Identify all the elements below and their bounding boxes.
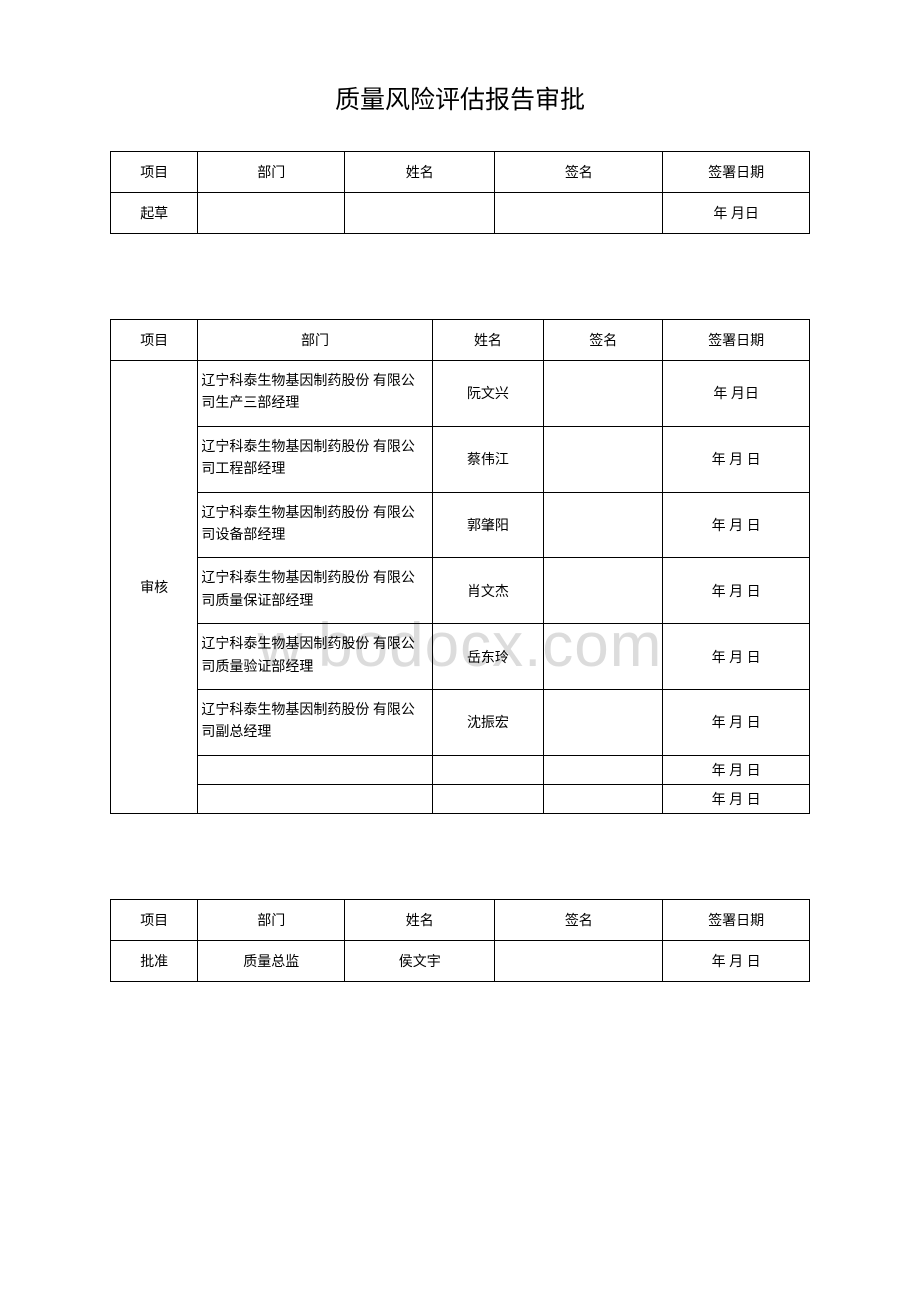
- table-row: 起草 年 月日: [111, 193, 810, 234]
- header-signature: 签名: [495, 152, 663, 193]
- draft-label: 起草: [111, 193, 198, 234]
- header-project: 项目: [111, 320, 198, 361]
- approve-name-cell: 侯文宇: [345, 940, 495, 981]
- review-date-cell: 年 月 日: [663, 784, 810, 813]
- table-header-row: 项目 部门 姓名 签名 签署日期: [111, 899, 810, 940]
- header-signature: 签名: [544, 320, 663, 361]
- draft-dept-cell: [198, 193, 345, 234]
- header-sign-date: 签署日期: [663, 320, 810, 361]
- review-dept-cell: [198, 784, 432, 813]
- page-title: 质量风险评估报告审批: [110, 80, 810, 116]
- review-signature-cell: [544, 784, 663, 813]
- draft-table: 项目 部门 姓名 签名 签署日期 起草 年 月日: [110, 151, 810, 234]
- draft-date-cell: 年 月日: [663, 193, 810, 234]
- header-name: 姓名: [345, 152, 495, 193]
- review-date-cell: 年 月 日: [663, 755, 810, 784]
- draft-signature-cell: [495, 193, 663, 234]
- table-row: 辽宁科泰生物基因制药股份 有限公司设备部经理 郭肇阳 年 月 日: [111, 492, 810, 558]
- review-name-cell: [432, 755, 544, 784]
- approve-signature-cell: [495, 940, 663, 981]
- table-row: 辽宁科泰生物基因制药股份 有限公司副总经理 沈振宏 年 月 日: [111, 689, 810, 755]
- review-signature-cell: [544, 426, 663, 492]
- review-dept-cell: 辽宁科泰生物基因制药股份 有限公司副总经理: [198, 689, 432, 755]
- review-signature-cell: [544, 492, 663, 558]
- header-sign-date: 签署日期: [663, 152, 810, 193]
- header-name: 姓名: [432, 320, 544, 361]
- header-signature: 签名: [495, 899, 663, 940]
- header-name: 姓名: [345, 899, 495, 940]
- table-header-row: 项目 部门 姓名 签名 签署日期: [111, 152, 810, 193]
- review-dept-cell: 辽宁科泰生物基因制药股份 有限公司设备部经理: [198, 492, 432, 558]
- draft-name-cell: [345, 193, 495, 234]
- table-row: 批准 质量总监 侯文宇 年 月 日: [111, 940, 810, 981]
- review-date-cell: 年 月 日: [663, 689, 810, 755]
- review-dept-cell: 辽宁科泰生物基因制药股份 有限公司工程部经理: [198, 426, 432, 492]
- review-name-cell: 岳东玲: [432, 624, 544, 690]
- review-date-cell: 年 月 日: [663, 492, 810, 558]
- review-signature-cell: [544, 689, 663, 755]
- header-department: 部门: [198, 899, 345, 940]
- review-name-cell: 沈振宏: [432, 689, 544, 755]
- header-department: 部门: [198, 152, 345, 193]
- review-dept-cell: [198, 755, 432, 784]
- table-row: 年 月 日: [111, 755, 810, 784]
- review-dept-cell: 辽宁科泰生物基因制药股份 有限公司质量验证部经理: [198, 624, 432, 690]
- review-signature-cell: [544, 755, 663, 784]
- header-project: 项目: [111, 899, 198, 940]
- review-date-cell: 年 月 日: [663, 558, 810, 624]
- review-signature-cell: [544, 624, 663, 690]
- header-sign-date: 签署日期: [663, 899, 810, 940]
- review-dept-cell: 辽宁科泰生物基因制药股份 有限公司生产三部经理: [198, 361, 432, 427]
- approve-date-cell: 年 月 日: [663, 940, 810, 981]
- review-name-cell: 阮文兴: [432, 361, 544, 427]
- table-row: 辽宁科泰生物基因制药股份 有限公司工程部经理 蔡伟江 年 月 日: [111, 426, 810, 492]
- table-row: 辽宁科泰生物基因制药股份 有限公司质量保证部经理 肖文杰 年 月 日: [111, 558, 810, 624]
- review-date-cell: 年 月 日: [663, 624, 810, 690]
- approve-label: 批准: [111, 940, 198, 981]
- review-name-cell: 蔡伟江: [432, 426, 544, 492]
- review-name-cell: 郭肇阳: [432, 492, 544, 558]
- header-department: 部门: [198, 320, 432, 361]
- table-row: 辽宁科泰生物基因制药股份 有限公司质量验证部经理 岳东玲 年 月 日: [111, 624, 810, 690]
- header-project: 项目: [111, 152, 198, 193]
- approve-dept-cell: 质量总监: [198, 940, 345, 981]
- review-dept-cell: 辽宁科泰生物基因制药股份 有限公司质量保证部经理: [198, 558, 432, 624]
- review-name-cell: 肖文杰: [432, 558, 544, 624]
- review-label: 审核: [111, 361, 198, 814]
- review-signature-cell: [544, 361, 663, 427]
- review-name-cell: [432, 784, 544, 813]
- review-date-cell: 年 月日: [663, 361, 810, 427]
- review-date-cell: 年 月 日: [663, 426, 810, 492]
- table-row: 年 月 日: [111, 784, 810, 813]
- table-header-row: 项目 部门 姓名 签名 签署日期: [111, 320, 810, 361]
- table-row: 审核 辽宁科泰生物基因制药股份 有限公司生产三部经理 阮文兴 年 月日: [111, 361, 810, 427]
- review-signature-cell: [544, 558, 663, 624]
- review-table: 项目 部门 姓名 签名 签署日期 审核 辽宁科泰生物基因制药股份 有限公司生产三…: [110, 319, 810, 814]
- approve-table: 项目 部门 姓名 签名 签署日期 批准 质量总监 侯文宇 年 月 日: [110, 899, 810, 982]
